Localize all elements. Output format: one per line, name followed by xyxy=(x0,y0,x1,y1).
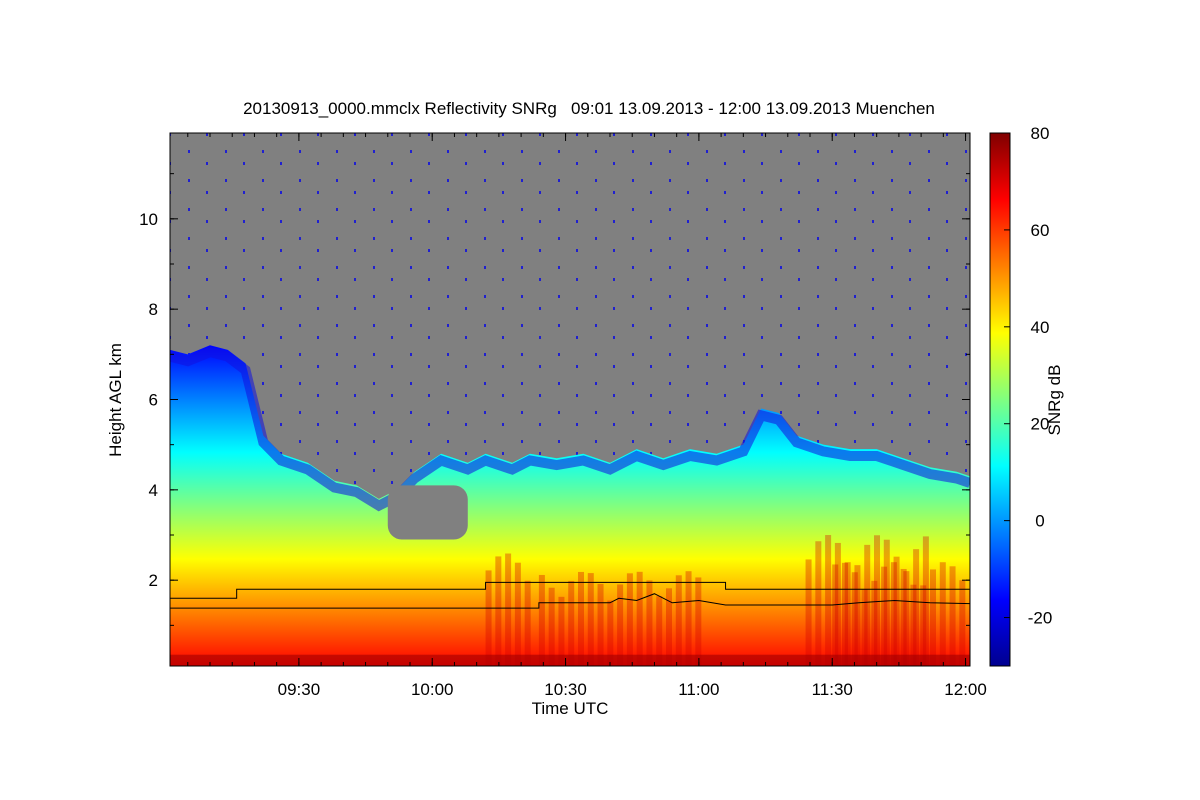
surface-band xyxy=(170,654,970,666)
precip-streak xyxy=(854,565,861,666)
x-tick-label: 11:00 xyxy=(678,680,719,699)
x-axis: 09:30 10:00 10:30 11:00 11:30 12:00 xyxy=(187,133,987,699)
cloud-top-edge xyxy=(170,346,970,512)
series-line xyxy=(170,593,970,609)
precip-streak xyxy=(695,577,702,666)
precip-streak xyxy=(617,584,624,666)
precip-streak xyxy=(587,573,594,666)
x-tick-label: 10:00 xyxy=(411,680,454,699)
precip-streak xyxy=(874,535,880,666)
colorbar-tick-label: -20 xyxy=(1028,609,1053,628)
precip-streak xyxy=(871,580,878,666)
precip-streak xyxy=(959,580,966,666)
precip-streak xyxy=(626,573,633,666)
precipitation-streaks xyxy=(170,535,970,666)
precip-streak xyxy=(939,562,946,666)
precip-streak xyxy=(666,588,672,666)
precip-streak xyxy=(900,568,907,666)
precip-streak xyxy=(883,539,890,666)
precip-streak xyxy=(949,566,956,666)
colorbar-frame xyxy=(989,132,1011,667)
precip-streak xyxy=(861,589,868,666)
x-tick-label: 10:30 xyxy=(544,680,587,699)
colorbar-tick-label: 20 xyxy=(1031,415,1050,434)
colorbar-tick-label: 40 xyxy=(1031,318,1050,337)
precip-streak xyxy=(646,580,653,666)
precip-streak xyxy=(920,585,927,666)
x-tick-label: 12:00 xyxy=(944,680,987,699)
cloud-echo-region xyxy=(170,345,970,666)
precip-streak xyxy=(864,544,871,666)
precip-streak xyxy=(815,541,822,666)
colorbar: -20 0 20 40 60 80 SNRg dB xyxy=(989,124,1064,667)
colorbar-tick-label: 0 xyxy=(1035,512,1044,531)
precip-streak xyxy=(538,574,545,666)
colorbar-tick-label: 80 xyxy=(1031,124,1050,143)
precip-streak xyxy=(568,580,575,666)
precip-streak xyxy=(656,596,663,666)
precip-streak xyxy=(505,553,512,666)
colorbar-gradient xyxy=(990,133,1010,666)
y-tick-label: 4 xyxy=(149,481,158,500)
y-axis: 2 4 6 8 10 xyxy=(139,173,970,626)
precip-streak xyxy=(495,556,502,666)
precip-streak xyxy=(597,583,604,666)
precip-streak xyxy=(893,556,900,666)
y-tick-label: 6 xyxy=(149,391,158,410)
y-tick-label: 10 xyxy=(139,210,158,229)
colorbar-ticks: -20 0 20 40 60 80 xyxy=(1004,124,1052,628)
precip-streak xyxy=(903,571,910,666)
y-axis-label: Height AGL km xyxy=(106,343,125,457)
x-tick-label: 11:30 xyxy=(812,680,853,699)
x-tick-label: 09:30 xyxy=(278,680,321,699)
precip-streak xyxy=(805,559,812,666)
precip-streak xyxy=(842,562,848,666)
plot-area xyxy=(170,133,970,666)
precip-streak xyxy=(844,562,851,666)
colorbar-label: SNRg dB xyxy=(1045,365,1064,436)
precip-streak xyxy=(913,549,920,666)
precip-streak xyxy=(930,569,936,666)
precip-streak xyxy=(607,600,614,666)
precip-streak xyxy=(675,575,682,666)
precip-streak xyxy=(485,570,492,666)
precip-streak xyxy=(548,587,555,666)
precip-streak xyxy=(851,572,858,666)
precip-streak xyxy=(922,536,929,666)
line-series xyxy=(170,581,970,609)
colorbar-tick-label: 60 xyxy=(1031,221,1050,240)
precip-streak xyxy=(881,566,888,666)
chart-title: 20130913_0000.mmclx Reflectivity SNRg 09… xyxy=(243,99,935,118)
y-tick-label: 8 xyxy=(149,300,158,319)
x-axis-label: Time UTC xyxy=(532,699,609,718)
precip-streak xyxy=(910,584,917,666)
y-tick-label: 2 xyxy=(149,571,158,590)
precip-streak xyxy=(890,562,897,666)
series-line xyxy=(170,581,970,599)
precip-streak xyxy=(558,596,565,666)
precip-streak xyxy=(825,535,832,666)
precip-streak xyxy=(832,564,839,666)
echo-gap-region xyxy=(387,485,468,540)
precip-streak xyxy=(578,571,584,666)
precip-streak xyxy=(514,562,521,666)
precip-streak xyxy=(685,571,692,666)
precip-streak xyxy=(524,580,531,666)
precip-streak xyxy=(636,571,643,666)
